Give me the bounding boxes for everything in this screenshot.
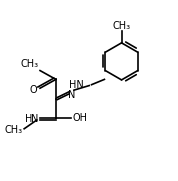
Text: H: H (25, 114, 32, 124)
Text: N: N (68, 90, 75, 100)
Text: CH₃: CH₃ (112, 20, 131, 31)
Text: HN: HN (69, 80, 84, 90)
Text: OH: OH (72, 113, 87, 123)
Text: CH₃: CH₃ (5, 125, 23, 135)
Text: N: N (31, 114, 38, 124)
Text: O: O (29, 85, 37, 95)
Text: CH₃: CH₃ (20, 59, 39, 69)
